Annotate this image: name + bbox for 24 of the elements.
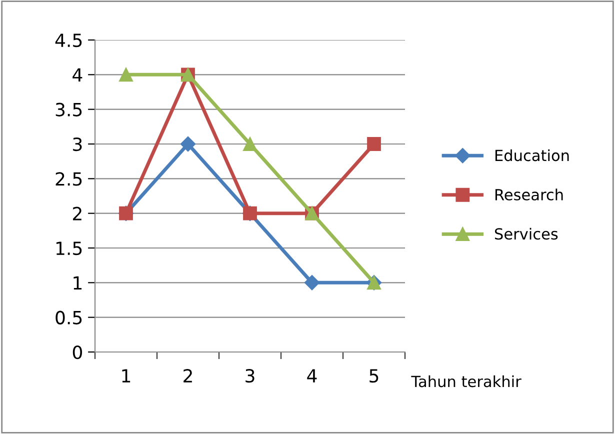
y-tick-label: 0.5 bbox=[56, 310, 82, 324]
legend-label: Education bbox=[495, 149, 569, 162]
legend-label: Research bbox=[495, 188, 563, 200]
y-tick-label: 4.5 bbox=[55, 34, 82, 48]
legend-label: Services bbox=[494, 228, 558, 240]
y-tick-label: 3.5 bbox=[56, 102, 82, 116]
y-tick-label: 2 bbox=[73, 206, 82, 220]
x-tick-label: 3 bbox=[246, 368, 254, 383]
y-tick-label: 0 bbox=[72, 345, 82, 360]
x-tick-label: 2 bbox=[184, 368, 192, 382]
y-tick-label: 3 bbox=[73, 137, 82, 152]
y-tick-label: 4 bbox=[72, 68, 82, 82]
point bbox=[367, 137, 381, 151]
point bbox=[243, 137, 257, 151]
x-axis-title: Tahun terakhir bbox=[411, 375, 522, 388]
x-tick-label: 5 bbox=[370, 369, 378, 383]
y-tick-label: 2.5 bbox=[56, 172, 82, 186]
x-tick-label: 4 bbox=[307, 369, 317, 382]
point bbox=[180, 136, 196, 152]
y-tick-label: 1.5 bbox=[56, 242, 82, 256]
point bbox=[304, 275, 320, 290]
y-tick-label: 1 bbox=[74, 276, 82, 290]
x-tick-label: 1 bbox=[122, 369, 130, 382]
point bbox=[119, 68, 133, 82]
